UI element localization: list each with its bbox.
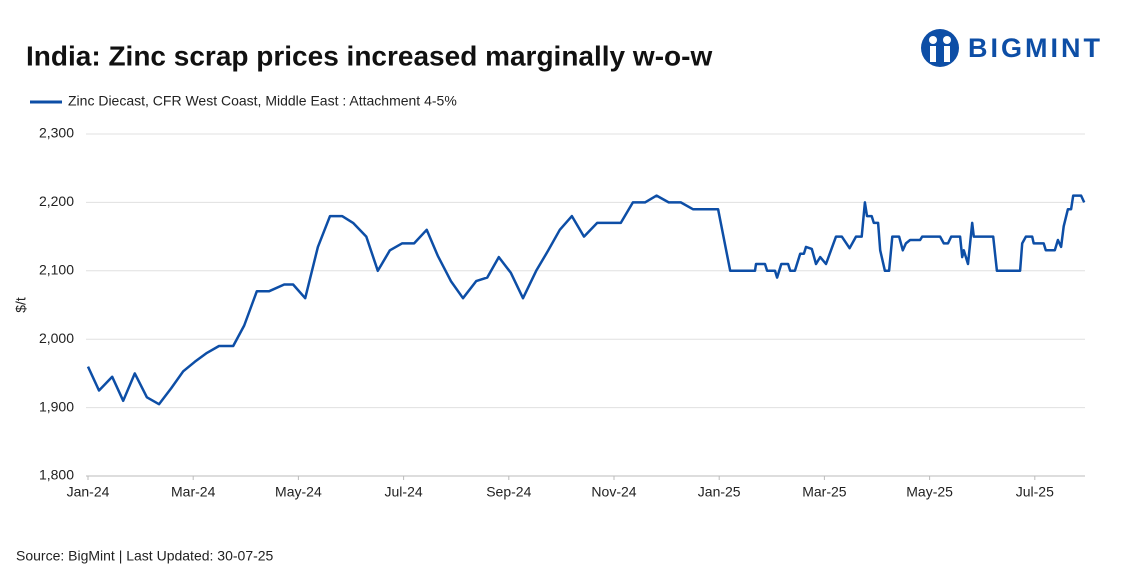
legend-label: Zinc Diecast, CFR West Coast, Middle Eas… — [68, 93, 457, 109]
chart-title: India: Zinc scrap prices increased margi… — [26, 40, 712, 71]
x-tick-label: May-24 — [275, 484, 322, 500]
logo-icon-dot — [943, 36, 951, 44]
y-tick-label: 1,800 — [39, 467, 74, 483]
y-tick-label: 2,300 — [39, 125, 74, 141]
y-tick-label: 2,100 — [39, 262, 74, 278]
x-tick-label: Mar-24 — [171, 484, 216, 500]
x-tick-label: May-25 — [906, 484, 953, 500]
source-note: Source: BigMint | Last Updated: 30-07-25 — [16, 548, 274, 564]
logo-icon-bar — [944, 46, 950, 62]
x-tick-label: Sep-24 — [486, 484, 531, 500]
logo-text: BIGMINT — [968, 33, 1103, 63]
logo-icon-dot — [929, 36, 937, 44]
line-series — [86, 194, 1086, 406]
y-tick-label: 2,000 — [39, 330, 74, 346]
y-tick-label: 1,900 — [39, 398, 74, 414]
logo: BIGMINT — [921, 29, 1103, 67]
x-tick-label: Jul-25 — [1016, 484, 1054, 500]
x-tick-label: Jan-24 — [67, 484, 110, 500]
y-tick-label: 2,200 — [39, 193, 74, 209]
logo-icon-bar — [930, 46, 936, 62]
y-axis-label: $/t — [13, 297, 29, 313]
logo-icon — [921, 29, 959, 67]
x-tick-label: Jan-25 — [698, 484, 741, 500]
x-tick-label: Nov-24 — [591, 484, 636, 500]
x-tick-label: Jul-24 — [385, 484, 423, 500]
x-tick-label: Mar-25 — [802, 484, 847, 500]
